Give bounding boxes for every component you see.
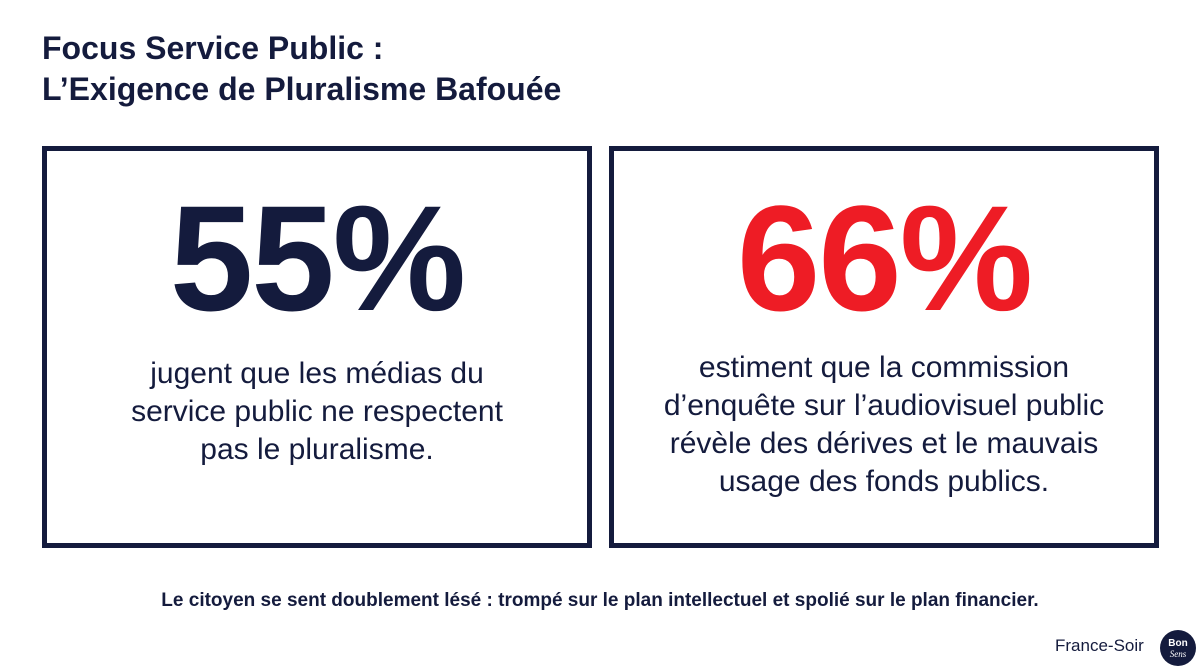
desc-line: jugent que les médias du	[150, 357, 484, 390]
page-title: Focus Service Public : L’Exigence de Plu…	[42, 28, 561, 110]
title-line-2: L’Exigence de Pluralisme Bafouée	[42, 71, 562, 107]
stat-percent-55: 55%	[169, 174, 466, 342]
logo-text-bon: Bon	[1168, 638, 1187, 649]
stat-description-55: jugent que les médias du service public …	[77, 355, 557, 469]
logo-graphic: Bon Sens	[1168, 638, 1187, 659]
desc-line: révèle des dérives et le mauvais	[669, 427, 1099, 460]
desc-line: service public ne respectent	[131, 395, 503, 428]
stat-percent-66: 66%	[736, 174, 1033, 342]
stat-card-66: 66% estiment que la commission d’enquête…	[609, 146, 1159, 548]
footer-caption: Le citoyen se sent doublement lésé : tro…	[161, 590, 1039, 611]
desc-line: usage des fonds publics.	[718, 465, 1050, 498]
stat-card-55: 55% jugent que les médias du service pub…	[42, 146, 592, 548]
bon-sens-logo: Bon Sens	[1160, 630, 1196, 666]
source-label: France-Soir	[1055, 636, 1144, 655]
title-line-1: Focus Service Public :	[42, 30, 384, 66]
desc-line: d’enquête sur l’audiovisuel public	[663, 389, 1105, 422]
desc-line: estiment que la commission	[698, 351, 1070, 384]
desc-line: pas le pluralisme.	[200, 433, 434, 466]
logo-text-sens: Sens	[1170, 649, 1187, 659]
stat-description-66: estiment que la commission d’enquête sur…	[644, 349, 1124, 501]
